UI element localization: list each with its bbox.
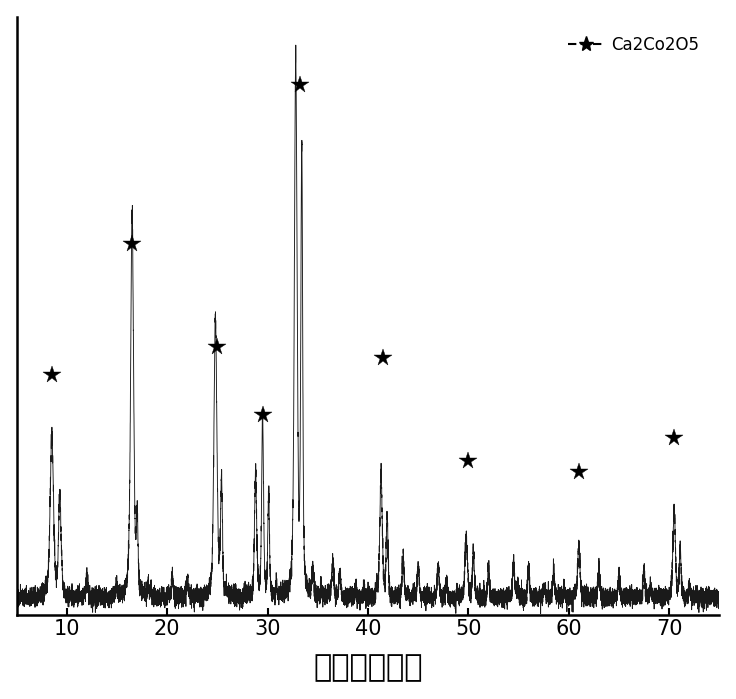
X-axis label: 衍射角（度）: 衍射角（度）: [314, 654, 422, 682]
Legend: Ca2Co2O5: Ca2Co2O5: [562, 31, 704, 59]
